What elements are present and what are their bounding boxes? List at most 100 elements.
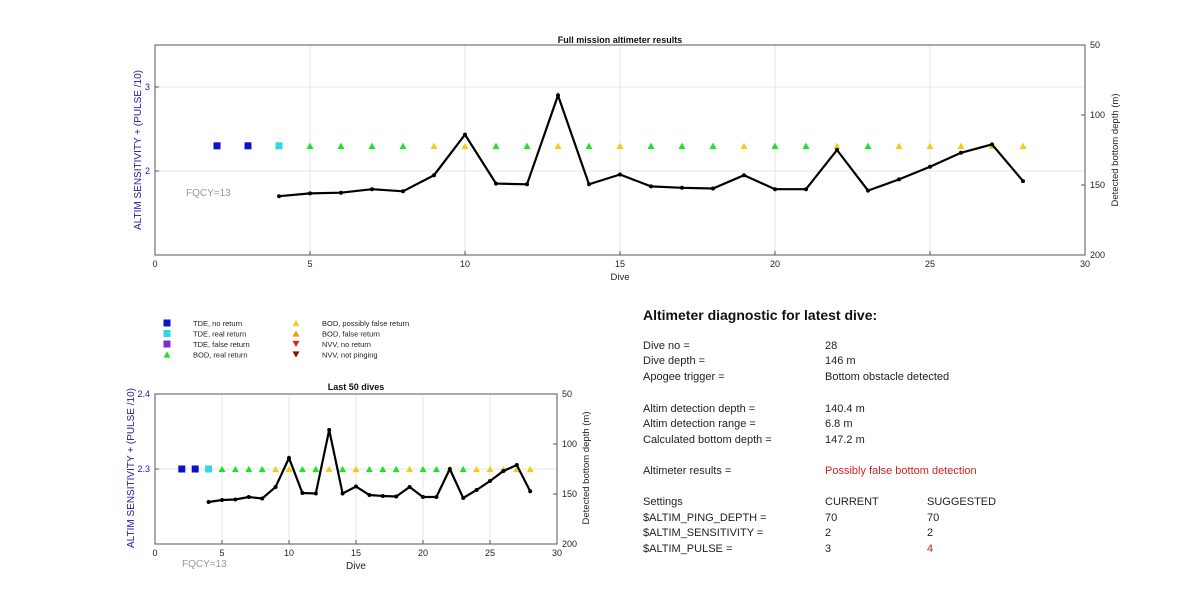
depth-point (835, 148, 839, 152)
depth-point (1021, 179, 1025, 184)
y2-tick-label: 150 (562, 489, 577, 499)
depth-point (327, 428, 332, 432)
setting-name: $ALTIM_PULSE = (643, 543, 733, 555)
depth-point (742, 173, 746, 178)
data-marker-bod-possibly-false (957, 142, 965, 149)
depth-point (220, 498, 224, 502)
legend-marker-bod-false-return (292, 330, 300, 337)
data-marker-tde-real-return (275, 142, 283, 150)
data-marker-bod-possibly-false (325, 465, 333, 473)
chart-title: Last 50 dives (328, 382, 385, 392)
x-tick-label: 30 (552, 548, 562, 558)
data-marker-bod-real-return (392, 465, 400, 473)
depth-point (380, 494, 385, 498)
depth-point (618, 172, 622, 177)
y-axis-label: ALTIM SENSITIVITY + (PULSE /10) (126, 388, 137, 548)
legend-label: TDE, no return (193, 319, 242, 328)
fqcy-annotation: FQCY=13 (182, 559, 227, 570)
data-marker-bod-possibly-false (352, 465, 360, 473)
data-marker-bod-real-return (368, 142, 376, 149)
depth-point (556, 93, 560, 98)
legend-label: TDE, real return (193, 330, 246, 339)
data-marker-tde-no-return (213, 142, 221, 150)
data-marker-bod-possibly-false (406, 465, 414, 473)
depth-point (461, 496, 466, 500)
depth-point (866, 188, 870, 193)
depth-point (277, 194, 281, 199)
data-marker-tde-no-return (191, 465, 199, 473)
data-marker-bod-real-return (419, 465, 427, 473)
x-tick-label: 10 (284, 548, 294, 558)
depth-point (587, 182, 591, 187)
x-tick-label: 15 (351, 548, 361, 558)
depth-point (928, 164, 932, 169)
data-marker-bod-real-return (306, 142, 314, 149)
depth-point (339, 190, 343, 195)
data-marker-bod-real-return (771, 142, 779, 149)
legend-marker-nvv-not-pinging (292, 351, 300, 358)
x-tick-label: 10 (460, 259, 470, 269)
diagnostic-title: Altimeter diagnostic for latest dive: (643, 307, 878, 323)
y2-axis-label: Detected bottom depth (m) (581, 412, 592, 525)
y-tick-label: 3 (145, 82, 150, 92)
y-tick-label: 2.4 (137, 389, 150, 399)
detect-depth-value: 140.4 m (825, 403, 865, 415)
data-marker-bod-possibly-false (616, 142, 624, 149)
depth-point (401, 189, 405, 194)
data-marker-tde-no-return (178, 465, 186, 473)
detect-range-label: Altim detection range = (643, 418, 756, 430)
y-tick-label: 2 (145, 166, 150, 176)
data-marker-bod-possibly-false (1019, 142, 1027, 149)
depth-point (421, 495, 425, 499)
depth-point (474, 488, 479, 492)
depth-point (990, 142, 994, 147)
depth-point (773, 187, 777, 192)
detect-range-value: 6.8 m (825, 418, 853, 430)
depth-point (394, 494, 399, 499)
depth-point (233, 497, 238, 502)
data-marker-bod-real-return (339, 465, 347, 473)
depth-point (313, 491, 318, 496)
results-label: Altimeter results = (643, 465, 732, 477)
data-marker-bod-real-return (432, 465, 440, 473)
legend-label: NVV, not pinging (322, 351, 378, 360)
depth-point (501, 469, 506, 473)
current-header: CURRENT (825, 496, 879, 508)
depth-point (407, 485, 412, 489)
x-tick-label: 5 (219, 548, 224, 558)
data-marker-bod-real-return (258, 465, 266, 473)
dive-depth-label: Dive depth = (643, 355, 706, 367)
apogee-value: Bottom obstacle detected (825, 371, 950, 383)
data-marker-bod-possibly-false (461, 142, 469, 149)
depth-point (308, 191, 312, 196)
setting-suggested: 2 (927, 527, 934, 539)
data-marker-bod-real-return (459, 465, 467, 473)
depth-point (340, 491, 345, 496)
legend-marker-nvv-no-return (292, 340, 300, 348)
bottom-depth-value: 147.2 m (825, 434, 865, 446)
data-marker-bod-possibly-false (272, 465, 280, 473)
data-marker-bod-real-return (585, 142, 593, 149)
legend-label: BOD, possibly false return (322, 319, 409, 328)
full-mission-chart: Full mission altimeter results ALTIM SEN… (133, 35, 1121, 283)
depth-point (447, 467, 452, 471)
bottom-depth-label: Calculated bottom depth = (643, 434, 772, 446)
setting-name: $ALTIM_SENSITIVITY = (643, 527, 764, 539)
setting-current: 2 (825, 527, 832, 539)
dive-depth-value: 146 m (825, 355, 856, 367)
x-tick-label: 20 (770, 259, 780, 269)
depth-point (246, 495, 251, 499)
data-marker-bod-real-return (399, 142, 407, 149)
setting-current: 70 (825, 512, 838, 524)
data-marker-bod-real-return (218, 465, 226, 473)
legend-marker-tde-no-return (163, 319, 171, 327)
x-tick-label: 25 (485, 548, 495, 558)
data-marker-bod-real-return (492, 142, 500, 149)
setting-name: $ALTIM_PING_DEPTH = (643, 512, 767, 524)
legend-marker-bod-possibly-false (292, 319, 300, 327)
data-marker-bod-real-return (709, 142, 717, 149)
depth-point (300, 491, 305, 495)
data-marker-bod-real-return (523, 142, 531, 149)
data-marker-bod-real-return (379, 465, 387, 473)
data-marker-bod-possibly-false (526, 465, 534, 473)
